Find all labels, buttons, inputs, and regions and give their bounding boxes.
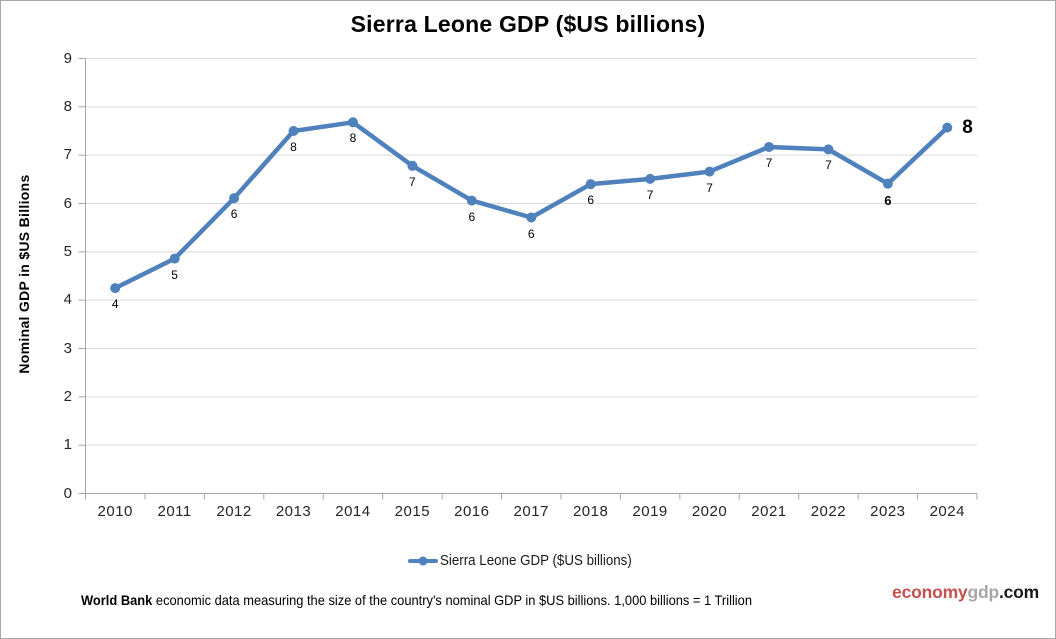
footer-source: World Bank <box>81 592 153 608</box>
gdp-line <box>112 120 950 291</box>
watermark-economygdp: economygdp.com <box>892 582 1039 603</box>
data-point-2019 <box>645 173 656 184</box>
chart-title: Sierra Leone GDP ($US billions) <box>350 11 706 37</box>
footer-description: economic data measuring the size of the … <box>152 592 752 608</box>
watermark-primary: economy <box>892 582 968 602</box>
legend-line-marker-icon <box>407 556 438 566</box>
data-point-2023 <box>882 178 893 189</box>
legend-dot-icon <box>418 556 428 566</box>
data-point-2015 <box>407 160 418 171</box>
watermark-tld: .com <box>998 582 1039 602</box>
footer-note: World Bank economic data measuring the s… <box>81 592 752 609</box>
data-point-2010 <box>110 283 121 294</box>
data-point-2016 <box>466 195 477 206</box>
data-point-2022 <box>823 144 834 155</box>
data-point-2018 <box>585 179 596 190</box>
data-point-2024 <box>942 122 953 133</box>
data-point-2014 <box>347 117 358 128</box>
data-point-2021 <box>763 141 774 152</box>
legend: Sierra Leone GDP ($US billions) <box>1 550 1055 572</box>
data-point-2013 <box>288 126 299 136</box>
data-point-2017 <box>526 212 537 223</box>
data-point-2020 <box>704 166 715 177</box>
legend-label: Sierra Leone GDP ($US billions) <box>439 553 632 569</box>
watermark-secondary: gdp <box>967 582 999 602</box>
data-point-2012 <box>229 193 240 204</box>
data-point-2011 <box>169 253 180 264</box>
